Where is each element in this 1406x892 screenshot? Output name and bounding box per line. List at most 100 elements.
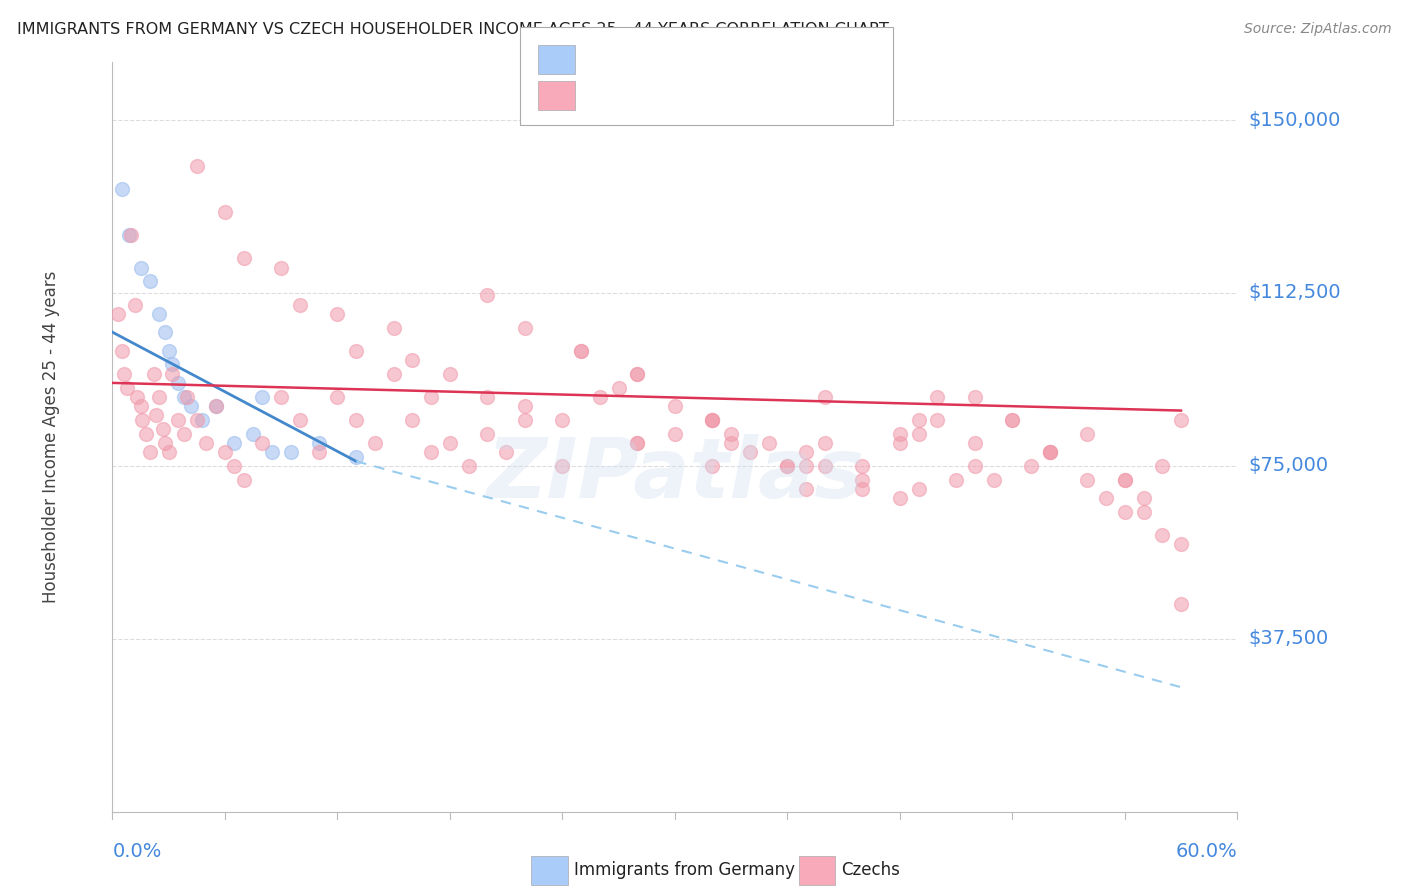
Point <box>153 435 176 450</box>
Point <box>814 435 837 450</box>
Point <box>252 390 274 404</box>
Point <box>1114 505 1136 519</box>
Point <box>120 228 142 243</box>
Point <box>439 435 461 450</box>
Point <box>569 343 592 358</box>
Point <box>191 413 214 427</box>
Point <box>776 458 799 473</box>
Point <box>186 413 208 427</box>
Point <box>420 445 443 459</box>
Point <box>204 399 226 413</box>
Point <box>173 390 195 404</box>
Point <box>308 445 330 459</box>
Point <box>626 435 648 450</box>
Point <box>1170 597 1192 611</box>
Point <box>129 260 152 275</box>
Point <box>907 413 929 427</box>
Point <box>112 367 135 381</box>
Point <box>851 482 873 496</box>
Text: $150,000: $150,000 <box>1249 111 1341 129</box>
Point <box>720 435 742 450</box>
Point <box>794 458 817 473</box>
Point <box>382 320 405 334</box>
Point <box>983 473 1005 487</box>
Point <box>232 473 254 487</box>
Point <box>129 399 152 413</box>
Point <box>851 473 873 487</box>
Text: 20: 20 <box>713 50 740 70</box>
Point <box>551 413 574 427</box>
Point <box>153 325 176 339</box>
Point <box>270 260 292 275</box>
Point <box>851 458 873 473</box>
Point <box>702 413 724 427</box>
Point <box>702 458 724 473</box>
Point <box>945 473 967 487</box>
Point <box>1170 413 1192 427</box>
Text: $112,500: $112,500 <box>1249 284 1341 302</box>
Point <box>195 435 218 450</box>
Point <box>738 445 761 459</box>
Point <box>495 445 517 459</box>
Text: Immigrants from Germany: Immigrants from Germany <box>574 861 794 879</box>
Text: Czechs: Czechs <box>841 861 900 879</box>
Point <box>794 482 817 496</box>
Point <box>214 205 236 219</box>
Point <box>889 435 911 450</box>
Text: 119: 119 <box>713 86 754 105</box>
Point <box>232 252 254 266</box>
Point <box>148 390 170 404</box>
Point <box>224 435 246 450</box>
Point <box>1039 445 1062 459</box>
Text: $37,500: $37,500 <box>1249 630 1329 648</box>
Point <box>204 399 226 413</box>
Point <box>117 380 139 394</box>
Point <box>344 343 367 358</box>
Text: Householder Income Ages 25 - 44 years: Householder Income Ages 25 - 44 years <box>42 271 59 603</box>
Point <box>963 458 986 473</box>
Text: 0.0%: 0.0% <box>112 842 162 862</box>
Point <box>401 413 423 427</box>
Point <box>139 275 162 289</box>
Point <box>382 367 405 381</box>
Point <box>1019 458 1042 473</box>
Point <box>270 390 292 404</box>
Point <box>242 426 264 441</box>
Point <box>1132 491 1154 505</box>
Text: R =: R = <box>581 86 623 105</box>
Text: N =: N = <box>666 86 723 105</box>
Point <box>702 413 724 427</box>
Point <box>758 435 780 450</box>
Point <box>364 435 387 450</box>
Point <box>252 435 274 450</box>
Point <box>626 367 648 381</box>
Point <box>157 445 180 459</box>
Point <box>664 426 686 441</box>
Point <box>167 376 190 390</box>
Point <box>907 426 929 441</box>
Point <box>702 413 724 427</box>
Point <box>162 358 184 372</box>
Point <box>1039 445 1062 459</box>
Point <box>124 297 146 311</box>
Point <box>626 367 648 381</box>
Point <box>814 390 837 404</box>
Point <box>1152 458 1174 473</box>
Point <box>111 343 134 358</box>
Point <box>889 491 911 505</box>
Point <box>1132 505 1154 519</box>
Point <box>344 450 367 464</box>
Point <box>439 367 461 381</box>
Point <box>107 307 129 321</box>
Point <box>720 426 742 441</box>
Point <box>551 458 574 473</box>
Point <box>131 413 153 427</box>
Text: ZIPatlas: ZIPatlas <box>486 434 863 515</box>
Point <box>180 399 202 413</box>
Point <box>139 445 162 459</box>
Point <box>260 445 283 459</box>
Point <box>513 413 536 427</box>
Point <box>118 228 141 243</box>
Point <box>794 445 817 459</box>
Text: R =: R = <box>581 50 623 70</box>
